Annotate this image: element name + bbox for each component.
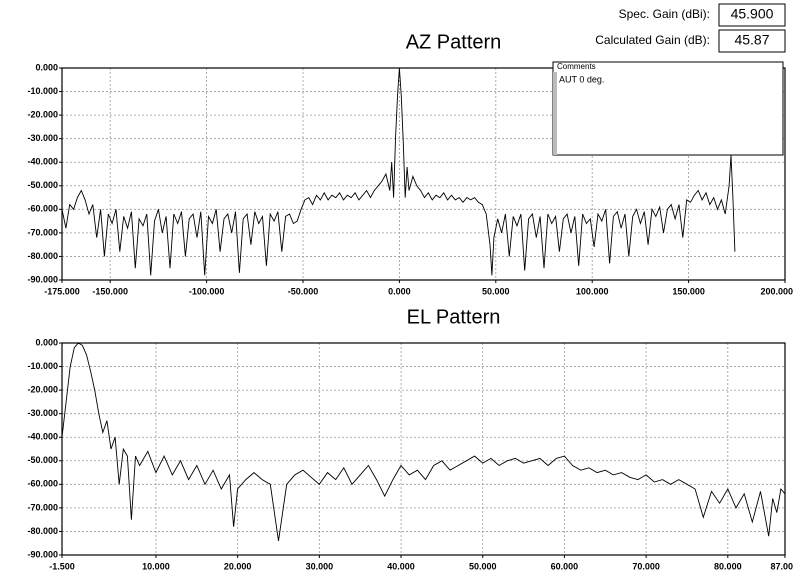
x-tick-label: 100.000 xyxy=(576,286,609,296)
plot-area xyxy=(62,343,785,555)
y-tick-label: -50.000 xyxy=(27,180,58,190)
x-tick-label: 87.00 xyxy=(770,561,793,571)
y-tick-label: -10.000 xyxy=(27,86,58,96)
y-tick-label: -80.000 xyxy=(27,526,58,536)
x-tick-label: 40.000 xyxy=(387,561,415,571)
y-tick-label: -90.000 xyxy=(27,274,58,284)
y-tick-label: 0.000 xyxy=(35,62,58,72)
x-tick-label: 50.000 xyxy=(482,286,510,296)
x-tick-label: 30.000 xyxy=(306,561,334,571)
x-tick-label: 200.000 xyxy=(760,286,793,296)
chart-title: AZ Pattern xyxy=(406,31,502,53)
y-tick-label: -30.000 xyxy=(27,408,58,418)
comments-title: Comments xyxy=(557,62,596,71)
x-tick-label: -175.000 xyxy=(44,286,80,296)
x-tick-label: -50.000 xyxy=(288,286,319,296)
calc-gain-label: Calculated Gain (dB): xyxy=(595,33,710,47)
y-tick-label: -60.000 xyxy=(27,204,58,214)
y-tick-label: -40.000 xyxy=(27,432,58,442)
y-tick-label: -70.000 xyxy=(27,502,58,512)
chart-title: EL Pattern xyxy=(407,306,501,328)
x-tick-label: -100.000 xyxy=(189,286,225,296)
y-tick-label: -80.000 xyxy=(27,251,58,261)
x-tick-label: -150.000 xyxy=(92,286,128,296)
y-tick-label: 0.000 xyxy=(35,337,58,347)
x-tick-label: 20.000 xyxy=(224,561,252,571)
y-tick-label: -20.000 xyxy=(27,384,58,394)
calc-gain-box xyxy=(718,29,786,53)
comments-text: AUT 0 deg. xyxy=(559,74,604,84)
comments-bar xyxy=(553,72,557,155)
x-tick-label: 50.000 xyxy=(469,561,497,571)
y-tick-label: -30.000 xyxy=(27,133,58,143)
y-tick-label: -90.000 xyxy=(27,549,58,559)
y-tick-label: -10.000 xyxy=(27,361,58,371)
x-tick-label: -1.500 xyxy=(49,561,75,571)
x-tick-label: 10.000 xyxy=(142,561,170,571)
comments-box xyxy=(552,61,784,156)
x-tick-label: 60.000 xyxy=(551,561,579,571)
spec-gain-box xyxy=(718,3,786,27)
spec-gain-label: Spec. Gain (dBi): xyxy=(619,7,710,21)
x-tick-label: 0.000 xyxy=(388,286,411,296)
x-tick-label: 80.000 xyxy=(714,561,742,571)
plot-frame xyxy=(61,67,786,281)
y-tick-label: -20.000 xyxy=(27,109,58,119)
y-tick-label: -70.000 xyxy=(27,227,58,237)
pattern-line xyxy=(61,342,786,541)
spec-gain-value: 45.900 xyxy=(731,6,774,22)
pattern-line xyxy=(61,67,736,276)
y-tick-label: -60.000 xyxy=(27,479,58,489)
y-tick-label: -50.000 xyxy=(27,455,58,465)
x-tick-label: 150.000 xyxy=(672,286,705,296)
x-tick-label: 70.000 xyxy=(632,561,660,571)
y-tick-label: -40.000 xyxy=(27,157,58,167)
plot-frame xyxy=(61,342,786,556)
calc-gain-value: 45.87 xyxy=(734,32,769,48)
